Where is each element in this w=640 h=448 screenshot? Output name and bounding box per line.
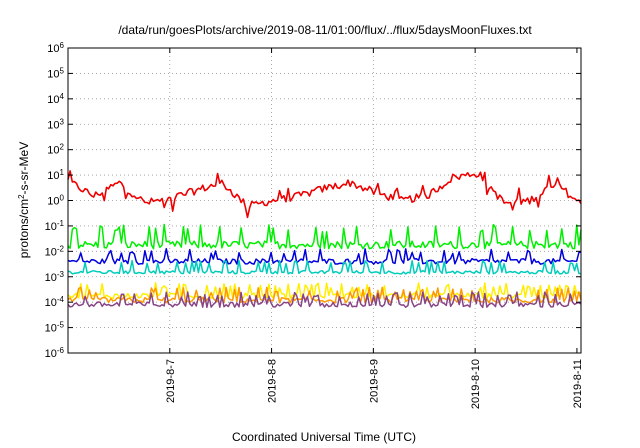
series-line: [67, 282, 582, 300]
y-tick-base: 10: [47, 43, 59, 55]
chart-title: /data/run/goesPlots/archive/2019-08-11/0…: [118, 23, 532, 37]
x-tick-label: 2019-8-11: [572, 359, 584, 408]
y-axis-label-main: protons/cm: [17, 199, 31, 258]
y-tick-base: 10: [47, 145, 59, 157]
y-tick-base: 10: [47, 170, 59, 182]
x-axis-label: Coordinated Universal Time (UTC): [232, 430, 416, 444]
y-tick-label: 105: [47, 66, 64, 81]
y-tick-label: 10-2: [45, 244, 65, 258]
y-tick-exp: 6: [60, 41, 65, 50]
x-tick-label: 2019-8-10: [470, 359, 482, 409]
y-tick-base: 10: [47, 94, 59, 106]
y-tick-exp: -1: [57, 218, 65, 227]
y-tick-base: 10: [45, 323, 57, 335]
y-tick-exp: 3: [60, 117, 65, 126]
series-line: [67, 223, 582, 250]
y-tick-label: 106: [47, 41, 64, 56]
y-tick-base: 10: [47, 119, 59, 131]
y-tick-exp: -5: [57, 320, 65, 329]
y-tick-exp: 0: [60, 193, 65, 202]
series-line: [67, 259, 582, 275]
y-tick-exp: -3: [57, 269, 65, 278]
y-tick-label: 104: [47, 91, 64, 106]
y-tick-exp: 2: [60, 142, 65, 151]
y-tick-label: 100: [47, 193, 64, 208]
x-tick-label: 2019-8-9: [368, 359, 380, 403]
y-tick-exp: -4: [57, 295, 65, 304]
y-tick-label: 10-5: [45, 320, 65, 335]
y-tick-label: 103: [47, 117, 64, 132]
y-axis-ticks: 10610510410310210110010-110-210-310-410-…: [45, 41, 581, 361]
series-line: [67, 247, 582, 265]
series-line: [67, 286, 582, 304]
y-axis-label-sup: 2: [17, 194, 26, 199]
x-tick-label: 2019-8-7: [165, 359, 177, 403]
y-axis-label: protons/cm2-s-sr-MeV: [17, 142, 32, 258]
y-tick-base: 10: [47, 68, 59, 80]
y-tick-exp: 5: [60, 66, 65, 75]
y-tick-label: 10-4: [45, 295, 65, 310]
y-tick-exp: 4: [60, 91, 65, 100]
y-tick-base: 10: [47, 196, 59, 208]
y-tick-label: 10-1: [45, 218, 65, 233]
y-tick-base: 10: [45, 246, 57, 258]
y-tick-label: 10-6: [45, 346, 65, 361]
y-tick-exp: -2: [57, 244, 65, 253]
y-tick-exp: -6: [57, 346, 65, 355]
y-tick-base: 10: [45, 221, 57, 233]
x-axis-ticks: 2019-8-7 2019-8-8 2019-8-9 2019-8-10 2019-8-…: [165, 48, 584, 409]
y-tick-label: 102: [47, 142, 64, 157]
y-axis-label-rest: -s-sr-MeV: [17, 142, 31, 195]
y-tick-label: 101: [47, 168, 64, 183]
y-tick-base: 10: [45, 297, 57, 309]
series-group: [67, 170, 582, 309]
series-line: [67, 170, 582, 219]
series-line: [67, 291, 582, 309]
y-tick-base: 10: [45, 348, 57, 360]
y-tick-label: 10-3: [45, 269, 65, 284]
x-tick-label: 2019-8-8: [267, 359, 279, 403]
y-tick-base: 10: [45, 272, 57, 284]
y-tick-exp: 1: [60, 168, 65, 177]
